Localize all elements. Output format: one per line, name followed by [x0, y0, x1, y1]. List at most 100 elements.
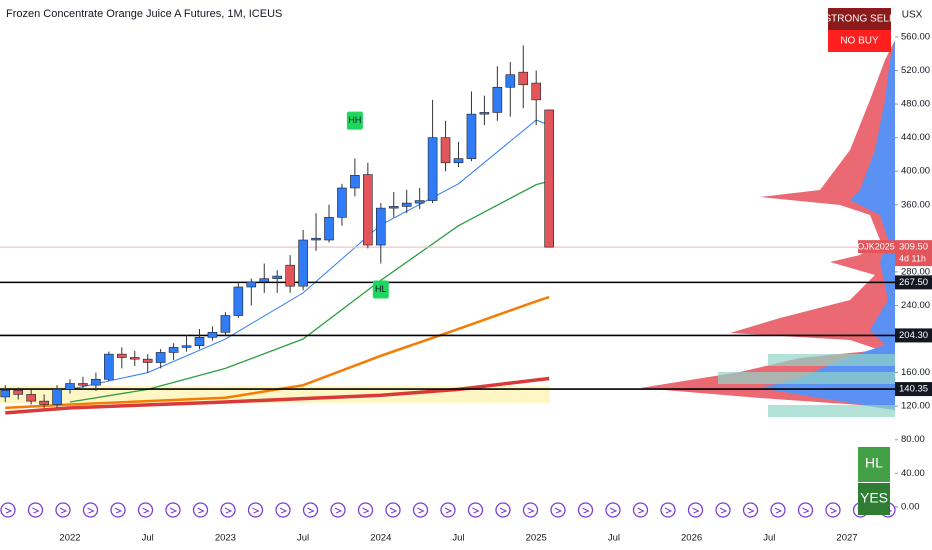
x-tick-label: Jul: [297, 533, 309, 544]
annotation: HL: [375, 284, 387, 294]
event-icon-arrow: [499, 507, 508, 514]
candle-body: [298, 239, 308, 287]
candle-body: [492, 86, 503, 113]
candle-body: [544, 109, 554, 248]
event-icon-arrow: [4, 507, 13, 514]
annotation-box: [346, 111, 363, 130]
event-icon-arrow: [664, 507, 673, 514]
currency: USX: [902, 10, 923, 21]
event-icon-arrow: [252, 507, 260, 514]
y-tick-label: 400.00: [901, 166, 930, 177]
x-tick-label: Jul: [763, 533, 775, 544]
panel-text: YES: [860, 490, 888, 506]
candle-body: [375, 207, 386, 246]
candle-body: [505, 74, 516, 88]
event-icon-arrow: [169, 507, 178, 514]
event-icon-arrow: [142, 507, 150, 514]
level-label-box: [895, 275, 932, 290]
event-icon-arrow: [59, 507, 68, 514]
annotation-box: [372, 280, 389, 299]
x-tick-label: Jul: [142, 533, 154, 544]
y-tick-label: 120.00: [901, 401, 930, 412]
level-label: 204.30: [899, 330, 928, 341]
event-icon-arrow: [747, 507, 755, 514]
moving-average: [69, 180, 550, 403]
event-icon-arrow: [472, 507, 480, 514]
candle-body: [285, 264, 295, 287]
plot: HH HL: [0, 45, 895, 415]
candle-body: [104, 353, 114, 380]
signal-box: [828, 8, 891, 30]
candle-body: [246, 281, 257, 288]
y-tick-label: 240.00: [901, 300, 930, 311]
event-icon-arrow: [637, 507, 645, 514]
axes: 0.00 40.00 80.00 120.00 160.00 240.00 280.00 36…: [0, 31, 932, 544]
signal: STRONG SELL: [824, 14, 894, 25]
panel-box: [858, 483, 890, 515]
candle-body: [117, 353, 127, 358]
event-icon-arrow: [829, 507, 838, 514]
candle-body: [518, 71, 529, 86]
candle-body: [26, 394, 36, 402]
panel-text: HL: [865, 455, 883, 471]
candle-body: [272, 275, 283, 279]
chart-title: Frozen Concentrate Orange Juice A Future…: [6, 8, 282, 20]
y-tick-label: 560.00: [901, 31, 930, 42]
candle-body: [311, 238, 321, 241]
level-label-box: [895, 382, 932, 397]
candle-body: [52, 389, 62, 405]
event-icon-arrow: [334, 507, 343, 514]
candle-body: [363, 174, 373, 246]
y-tick-label: 360.00: [901, 199, 930, 210]
x-tick-label: 2022: [59, 533, 80, 544]
signal: NO BUY: [840, 36, 879, 47]
candle-body: [39, 400, 49, 405]
candle-body: [414, 200, 425, 204]
event-icon-arrow: [389, 507, 398, 514]
last-price-label: 309.50: [899, 242, 928, 253]
volume-profile: [640, 40, 895, 417]
support-zone: [0, 386, 550, 403]
candle-body: [78, 383, 88, 386]
candle-body: [350, 175, 360, 189]
event-icon-arrow: [417, 507, 425, 514]
moving-average: [5, 295, 550, 410]
event-icon-arrow: [609, 507, 618, 514]
candle-body: [129, 357, 140, 360]
last-price-box: [895, 240, 932, 267]
candle-body: [337, 187, 347, 218]
candle-body: [479, 112, 490, 115]
moving-average: [5, 376, 550, 415]
candle-body: [65, 383, 75, 390]
candle-body: [220, 315, 231, 333]
candle-body: [142, 358, 153, 363]
profile-box: [718, 372, 895, 384]
candle-body: [233, 286, 244, 316]
event-icon-arrow: [444, 507, 453, 514]
level-label-box: [895, 328, 932, 343]
candle-body: [207, 332, 218, 338]
y-tick-label: 280.00: [901, 266, 930, 277]
y-tick-label: 440.00: [901, 132, 930, 143]
event-icon-arrow: [32, 507, 40, 514]
y-tick-label: 520.00: [901, 65, 930, 76]
x-tick-label: 2026: [681, 533, 702, 544]
candle-body: [181, 345, 192, 348]
y-tick-label: 0.00: [901, 501, 920, 512]
event-icon-arrow: [114, 507, 123, 514]
event-icon-arrow: [279, 507, 288, 514]
candle-body: [324, 217, 334, 241]
symbol-box: [858, 240, 895, 254]
candle-body: [453, 158, 464, 164]
countdown: 4d 11h: [899, 254, 926, 264]
y-tick-label: 160.00: [901, 367, 930, 378]
x-tick-label: 2024: [370, 533, 391, 544]
x-tick-label: Jul: [608, 533, 620, 544]
x-tick-label: 2023: [215, 533, 236, 544]
panel-box: [858, 447, 890, 482]
y-tick-label: 40.00: [901, 468, 925, 479]
event-icon-arrow: [582, 507, 590, 514]
candle-body: [440, 137, 451, 164]
